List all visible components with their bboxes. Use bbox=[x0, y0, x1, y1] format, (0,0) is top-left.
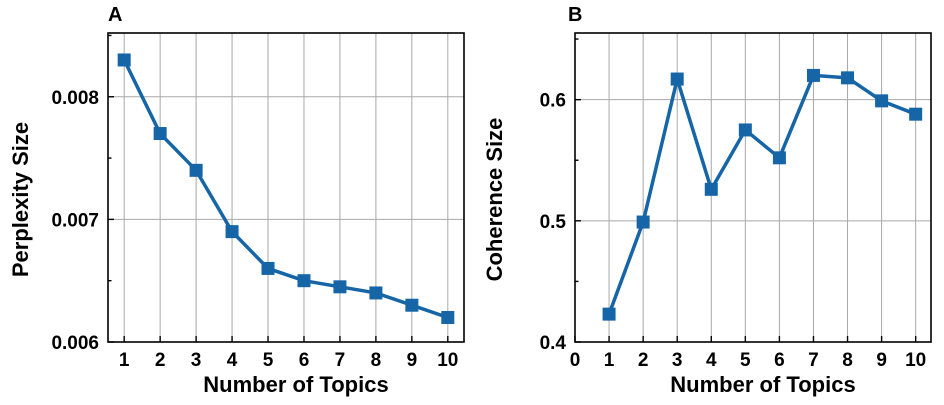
panel-b-x-axis-title: Number of Topics bbox=[670, 372, 855, 397]
panel-a-x-axis-title: Number of Topics bbox=[203, 372, 388, 397]
data-point-marker bbox=[297, 274, 311, 288]
panel-b-y-tick-labels: 0.4 0.5 0.6 bbox=[540, 91, 567, 354]
x-tick-label: 3 bbox=[672, 350, 683, 371]
panel-a-y-tick-labels: 0.006 0.007 0.008 bbox=[51, 88, 99, 354]
data-point-marker bbox=[225, 225, 239, 239]
panel-a-x-tick-labels: 1 2 3 4 5 6 7 8 9 10 bbox=[119, 350, 458, 371]
panel-b: B 0 1 2 3 4 5 6 7 8 9 10 0.4 0.5 0.6 Number of Topic… bbox=[482, 4, 932, 397]
x-tick-label: 9 bbox=[407, 350, 418, 371]
data-point-marker bbox=[841, 71, 855, 85]
panel-b-plot-frame bbox=[574, 32, 932, 343]
x-tick-label: 8 bbox=[842, 350, 853, 371]
x-tick-label: 2 bbox=[638, 350, 649, 371]
x-tick-label: 2 bbox=[155, 350, 166, 371]
panel-b-gridlines bbox=[575, 33, 931, 342]
y-tick-label: 0.008 bbox=[51, 88, 99, 109]
data-point-marker bbox=[670, 72, 684, 86]
x-tick-label: 8 bbox=[371, 350, 382, 371]
series-line bbox=[122, 59, 449, 320]
x-tick-label: 3 bbox=[191, 350, 202, 371]
data-point-marker bbox=[772, 151, 786, 165]
data-point-marker bbox=[153, 127, 167, 141]
panel-a-tickmarks bbox=[108, 34, 449, 343]
panel-a-gridlines bbox=[108, 33, 464, 342]
panel-b-series bbox=[602, 68, 923, 321]
x-tick-label: 5 bbox=[263, 350, 274, 371]
panel-a-y-axis-title: Perplexity Size bbox=[8, 122, 33, 277]
x-tick-label: 4 bbox=[227, 350, 238, 371]
data-point-marker bbox=[405, 298, 419, 312]
data-point-marker bbox=[875, 94, 889, 108]
y-tick-label: 0.6 bbox=[540, 91, 566, 112]
panel-b-y-axis-title: Coherence Size bbox=[482, 118, 507, 282]
x-tick-label: 1 bbox=[604, 350, 615, 371]
data-point-marker bbox=[261, 261, 275, 275]
data-point-marker bbox=[806, 68, 820, 82]
data-point-marker bbox=[909, 107, 923, 121]
y-tick-label: 0.4 bbox=[540, 333, 567, 354]
x-tick-label: 6 bbox=[774, 350, 785, 371]
x-tick-label: 4 bbox=[706, 350, 717, 371]
panel-b-letter: B bbox=[568, 4, 582, 26]
x-tick-label: 7 bbox=[335, 350, 346, 371]
x-tick-label: 0 bbox=[570, 350, 581, 371]
data-point-marker bbox=[333, 280, 347, 294]
data-point-marker bbox=[117, 53, 131, 67]
panel-a: A 1 2 3 4 5 6 7 8 9 10 0.006 0.007 0.008 Number of … bbox=[8, 4, 465, 397]
panel-a-series bbox=[117, 53, 455, 324]
data-point-marker bbox=[441, 310, 455, 324]
x-tick-label: 5 bbox=[740, 350, 751, 371]
data-point-marker bbox=[704, 182, 718, 196]
panel-a-plot-frame bbox=[107, 32, 465, 343]
x-tick-label: 10 bbox=[437, 350, 458, 371]
y-tick-label: 0.5 bbox=[540, 212, 567, 233]
x-tick-label: 7 bbox=[808, 350, 819, 371]
data-point-marker bbox=[189, 163, 203, 177]
data-point-marker bbox=[602, 307, 616, 321]
x-tick-label: 10 bbox=[905, 350, 926, 371]
data-point-marker bbox=[636, 215, 650, 229]
data-point-marker bbox=[369, 286, 383, 300]
data-point-marker bbox=[738, 123, 752, 137]
panel-b-x-tick-labels: 0 1 2 3 4 5 6 7 8 9 10 bbox=[570, 350, 927, 371]
series-line bbox=[607, 73, 917, 315]
x-tick-label: 9 bbox=[876, 350, 887, 371]
panel-a-letter: A bbox=[108, 4, 122, 26]
y-tick-label: 0.006 bbox=[51, 333, 99, 354]
x-tick-label: 6 bbox=[299, 350, 310, 371]
x-tick-label: 1 bbox=[119, 350, 130, 371]
y-tick-label: 0.007 bbox=[51, 210, 99, 231]
